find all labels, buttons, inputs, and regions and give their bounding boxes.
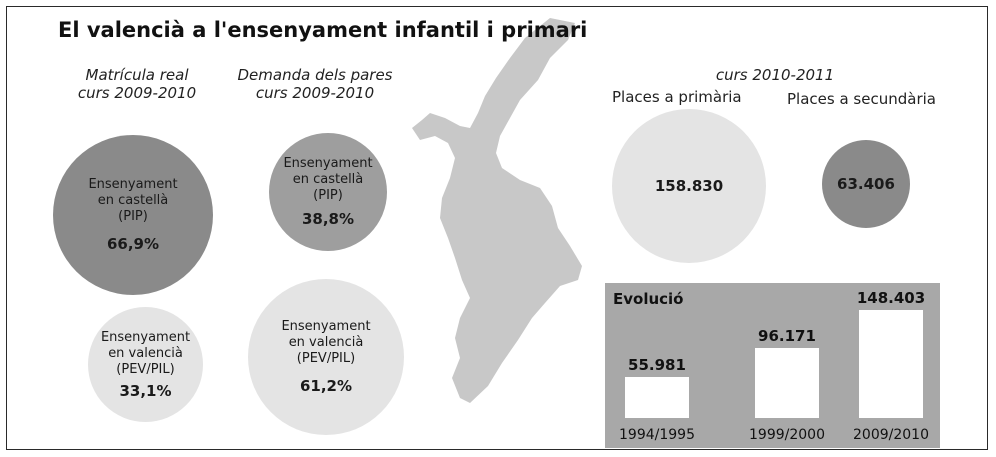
left-heading-line1: Matrícula real	[85, 66, 189, 84]
evolucio-bar-value: 96.171	[758, 327, 816, 345]
slice-label-line3: (PIP)	[118, 209, 148, 224]
slice-value: 61,2%	[299, 377, 353, 395]
left-heading: Matrícula real curs 2009-2010	[62, 66, 212, 102]
places-primaria-circle: 158.830	[612, 109, 766, 263]
evolucio-tick-label: 2009/2010	[853, 427, 929, 443]
slice-value: 33,1%	[119, 381, 172, 400]
pie-circle-castella-demand: Ensenyament en castellà (PIP) 38,8%	[269, 133, 387, 251]
slice-label-line1: Ensenyament	[88, 177, 178, 192]
slice-label-line3: (PEV/PIL)	[116, 361, 175, 377]
mid-heading: Demanda dels pares curs 2009-2010	[235, 66, 395, 102]
slice-label-line2: en castellà	[292, 172, 364, 187]
evolucio-tick-label: 1994/1995	[619, 427, 695, 443]
mid-heading-line2: curs 2009-2010	[255, 84, 375, 102]
places-secundaria-value: 63.406	[837, 175, 895, 193]
evolucio-bar	[625, 377, 689, 418]
slice-label-line2: en valencià	[288, 335, 364, 350]
slice-value: 38,8%	[301, 210, 355, 228]
slice-label-line2: en castellà	[97, 193, 169, 208]
slice-label-line3: (PIP)	[313, 188, 343, 203]
slice-label-line3: (PEV/PIL)	[296, 351, 356, 366]
places-secundaria-label: Places a secundària	[787, 90, 936, 108]
slice-label-line2: en valencià	[108, 345, 183, 361]
evolucio-tick-label: 1999/2000	[749, 427, 825, 443]
pie-circle-valencia-real: Ensenyament en valencià (PEV/PIL) 33,1%	[88, 307, 203, 422]
evolucio-bar-value: 55.981	[628, 356, 686, 375]
page-title: El valencià a l'ensenyament infantil i p…	[58, 18, 588, 42]
right-heading: curs 2010-2011	[715, 66, 835, 84]
pie-circle-castella-real: Ensenyament en castellà (PIP) 66,9%	[53, 135, 213, 295]
places-primaria-value: 158.830	[654, 177, 724, 195]
slice-label-line1: Ensenyament	[100, 329, 191, 345]
evolucio-title: Evolució	[613, 290, 684, 308]
valencia-map	[412, 18, 582, 403]
evolucio-bar-value: 148.403	[856, 289, 926, 307]
left-heading-line2: curs 2009-2010	[77, 84, 197, 102]
places-primaria-label: Places a primària	[612, 88, 742, 106]
evolucio-bar	[859, 310, 923, 418]
places-secundaria-circle: 63.406	[822, 140, 910, 228]
evolucio-bar	[755, 348, 819, 418]
mid-heading-line1: Demanda dels pares	[237, 66, 393, 84]
slice-label-line1: Ensenyament	[283, 156, 373, 171]
pie-circle-valencia-demand: Ensenyament en valencià (PEV/PIL) 61,2%	[248, 279, 404, 435]
slice-label-line1: Ensenyament	[281, 319, 371, 334]
slice-value: 66,9%	[106, 235, 160, 253]
map-shape	[412, 18, 582, 403]
